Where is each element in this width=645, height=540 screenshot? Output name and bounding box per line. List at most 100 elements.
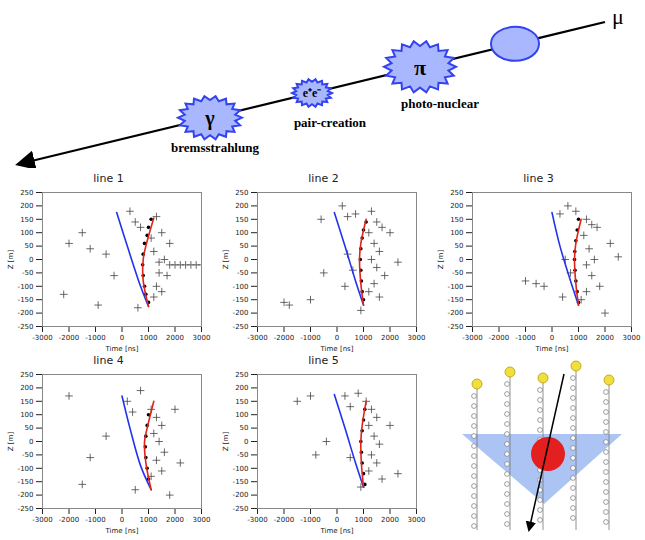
svg-text:1000: 1000 [570, 334, 588, 342]
svg-text:150: 150 [235, 398, 248, 406]
svg-text:2000: 2000 [381, 516, 399, 524]
svg-text:250: 250 [235, 371, 248, 379]
svg-text:-2000: -2000 [274, 334, 294, 342]
svg-text:pair-creation: pair-creation [294, 115, 367, 130]
svg-text:-100: -100 [233, 283, 249, 291]
svg-text:-250: -250 [448, 323, 464, 331]
svg-text:3000: 3000 [193, 516, 211, 524]
svg-text:100: 100 [235, 411, 248, 419]
svg-text:0: 0 [550, 334, 554, 342]
svg-text:0: 0 [120, 516, 124, 524]
svg-text:100: 100 [20, 411, 33, 419]
svg-text:50: 50 [455, 242, 464, 250]
svg-text:-100: -100 [448, 283, 464, 291]
svg-text:0: 0 [244, 256, 248, 264]
svg-text:-3000: -3000 [32, 334, 52, 342]
svg-text:-1000: -1000 [85, 334, 105, 342]
svg-text:e⁺e⁻: e⁺e⁻ [303, 86, 322, 100]
svg-text:-3000: -3000 [247, 334, 267, 342]
svg-text:50: 50 [25, 424, 34, 432]
svg-text:50: 50 [240, 242, 249, 250]
svg-text:photo-nuclear: photo-nuclear [401, 96, 479, 111]
svg-text:1000: 1000 [140, 334, 158, 342]
svg-text:-150: -150 [233, 296, 249, 304]
svg-text:3000: 3000 [193, 334, 211, 342]
svg-text:-1000: -1000 [515, 334, 535, 342]
svg-text:50: 50 [240, 424, 249, 432]
svg-text:-250: -250 [18, 323, 34, 331]
svg-text:Z [m]: Z [m] [7, 432, 15, 452]
svg-text:-250: -250 [18, 505, 34, 513]
svg-text:-50: -50 [237, 451, 248, 459]
svg-text:250: 250 [235, 189, 248, 197]
svg-text:100: 100 [450, 229, 463, 237]
svg-text:1000: 1000 [355, 334, 373, 342]
svg-text:-250: -250 [233, 323, 249, 331]
svg-text:-50: -50 [22, 269, 33, 277]
svg-text:100: 100 [235, 229, 248, 237]
svg-text:-200: -200 [233, 309, 249, 317]
svg-text:-1000: -1000 [300, 334, 320, 342]
svg-text:50: 50 [25, 242, 34, 250]
svg-text:-200: -200 [448, 309, 464, 317]
svg-text:3000: 3000 [408, 334, 426, 342]
svg-text:250: 250 [20, 371, 33, 379]
svg-text:-100: -100 [18, 283, 34, 291]
svg-text:150: 150 [450, 216, 463, 224]
svg-text:2000: 2000 [596, 334, 614, 342]
svg-text:3000: 3000 [623, 334, 641, 342]
svg-text:Time [ns]: Time [ns] [105, 345, 139, 353]
svg-text:-3000: -3000 [247, 516, 267, 524]
svg-text:1000: 1000 [140, 516, 158, 524]
svg-text:-150: -150 [18, 296, 34, 304]
svg-text:-1000: -1000 [300, 516, 320, 524]
svg-text:2000: 2000 [381, 334, 399, 342]
svg-text:Z [m]: Z [m] [437, 250, 445, 270]
svg-text:-3000: -3000 [462, 334, 482, 342]
svg-text:0: 0 [459, 256, 463, 264]
svg-text:-200: -200 [18, 491, 34, 499]
svg-text:Time [ns]: Time [ns] [320, 527, 354, 535]
svg-text:Time [ns]: Time [ns] [105, 527, 139, 535]
svg-text:-250: -250 [233, 505, 249, 513]
svg-text:Z [m]: Z [m] [222, 250, 230, 270]
svg-text:γ: γ [204, 107, 215, 130]
svg-text:200: 200 [235, 384, 248, 392]
svg-text:0: 0 [29, 438, 33, 446]
svg-text:1000: 1000 [355, 516, 373, 524]
svg-text:bremsstrahlung: bremsstrahlung [171, 140, 259, 155]
svg-text:200: 200 [235, 202, 248, 210]
svg-text:-1000: -1000 [85, 516, 105, 524]
svg-text:0: 0 [335, 516, 339, 524]
svg-text:3000: 3000 [408, 516, 426, 524]
svg-text:-200: -200 [233, 491, 249, 499]
svg-text:Z [m]: Z [m] [7, 250, 15, 270]
svg-text:250: 250 [20, 189, 33, 197]
svg-text:-150: -150 [233, 478, 249, 486]
svg-text:0: 0 [120, 334, 124, 342]
svg-text:0: 0 [244, 438, 248, 446]
svg-text:Time [ns]: Time [ns] [320, 345, 354, 353]
svg-text:150: 150 [235, 216, 248, 224]
svg-text:π: π [414, 55, 426, 80]
svg-text:200: 200 [20, 202, 33, 210]
svg-text:200: 200 [450, 202, 463, 210]
svg-text:-50: -50 [452, 269, 463, 277]
svg-text:μ: μ [612, 4, 624, 29]
svg-text:-2000: -2000 [59, 516, 79, 524]
svg-text:Time [ns]: Time [ns] [535, 345, 569, 353]
svg-text:200: 200 [20, 384, 33, 392]
svg-text:0: 0 [335, 334, 339, 342]
svg-text:250: 250 [450, 189, 463, 197]
svg-text:-150: -150 [448, 296, 464, 304]
svg-text:2000: 2000 [166, 516, 184, 524]
svg-text:-2000: -2000 [274, 516, 294, 524]
svg-text:-150: -150 [18, 478, 34, 486]
svg-text:0: 0 [29, 256, 33, 264]
svg-text:-3000: -3000 [32, 516, 52, 524]
svg-text:150: 150 [20, 216, 33, 224]
svg-text:Z [m]: Z [m] [222, 432, 230, 452]
svg-text:-100: -100 [233, 465, 249, 473]
svg-text:-2000: -2000 [59, 334, 79, 342]
svg-text:150: 150 [20, 398, 33, 406]
